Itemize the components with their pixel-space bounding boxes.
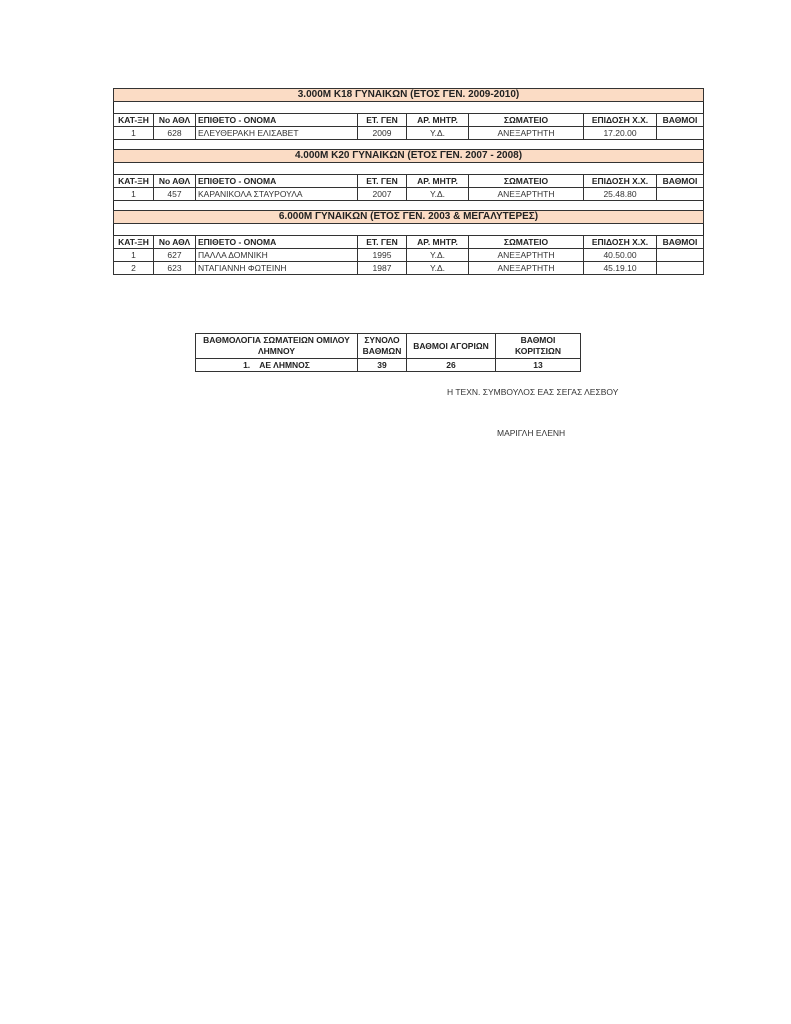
event-title: 6.000Μ ΓΥΝΑΙΚΩΝ (ΕΤΟΣ ΓΕΝ. 2003 & ΜΕΓΑΛΥ…: [113, 210, 704, 224]
athlete-cell: 2: [113, 261, 154, 275]
athlete-cell: 45.19.10: [583, 261, 657, 275]
column-header: ΑΡ. ΜΗΤΡ.: [406, 113, 469, 127]
standings-header: ΒΑΘΜΟΙ ΚΟΡΙΤΣΙΩΝ: [495, 333, 581, 359]
athlete-cell: 623: [153, 261, 196, 275]
event-title: 3.000Μ Κ18 ΓΥΝΑΙΚΩΝ (ΕΤΟΣ ΓΕΝ. 2009-2010…: [113, 88, 704, 102]
athlete-cell: [656, 187, 704, 201]
column-header: ΕΤ. ΓΕΝ: [357, 113, 407, 127]
column-header: ΚΑΤ-ΞΗ: [113, 113, 154, 127]
column-header: ΕΠΙΘΕΤΟ - ΟΝΟΜΑ: [195, 235, 358, 249]
spacer-cell: [113, 162, 704, 175]
athlete-cell: ΕΛΕΥΘΕΡΑΚΗ ΕΛΙΣΑΒΕΤ: [195, 126, 358, 140]
athlete-cell: [656, 261, 704, 275]
boys-points: 26: [406, 358, 496, 372]
athlete-cell: ΚΑΡΑΝΙΚΟΛΑ ΣΤΑΥΡΟΥΛΑ: [195, 187, 358, 201]
standings-header: ΣΥΝΟΛΟ ΒΑΘΜΩΝ: [357, 333, 407, 359]
signature-name: ΜΑΡΙΓΛΗ ΕΛΕΝΗ: [497, 428, 566, 438]
athlete-cell: [656, 126, 704, 140]
athlete-cell: 457: [153, 187, 196, 201]
athlete-cell: ΑΝΕΞΑΡΤΗΤΗ: [468, 261, 584, 275]
column-header: ΚΑΤ-ΞΗ: [113, 174, 154, 188]
spacer-cell: [113, 139, 704, 150]
athlete-cell: Υ.Δ.: [406, 126, 469, 140]
column-header: ΑΡ. ΜΗΤΡ.: [406, 174, 469, 188]
athlete-cell: [656, 248, 704, 262]
athlete-cell: ΑΝΕΞΑΡΤΗΤΗ: [468, 248, 584, 262]
column-header: Νο ΑΘΛ: [153, 235, 196, 249]
athlete-cell: 1: [113, 248, 154, 262]
column-header: ΑΡ. ΜΗΤΡ.: [406, 235, 469, 249]
athlete-cell: 1987: [357, 261, 407, 275]
event-title-row: 4.000Μ Κ20 ΓΥΝΑΙΚΩΝ (ΕΤΟΣ ΓΕΝ. 2007 - 20…: [113, 149, 704, 163]
column-header-row: ΚΑΤ-ΞΗ Νο ΑΘΛ ΕΠΙΘΕΤΟ - ΟΝΟΜΑ ΕΤ. ΓΕΝ ΑΡ. ΜΗ…: [113, 113, 704, 127]
column-header-row: ΚΑΤ-ΞΗ Νο ΑΘΛ ΕΠΙΘΕΤΟ - ΟΝΟΜΑ ΕΤ. ΓΕΝ ΑΡ. ΜΗ…: [113, 235, 704, 249]
standings-row: 1. ΑΕ ΛΗΜΝΟΣ 39 26 13: [195, 358, 581, 372]
club-name: 1. ΑΕ ΛΗΜΝΟΣ: [195, 358, 358, 372]
column-header: ΕΠΙΘΕΤΟ - ΟΝΟΜΑ: [195, 174, 358, 188]
athlete-cell: 1: [113, 126, 154, 140]
athlete-cell: ΑΝΕΞΑΡΤΗΤΗ: [468, 187, 584, 201]
spacer-row: [113, 223, 704, 236]
standings-header: ΒΑΘΜΟΙ ΑΓΟΡΙΩΝ: [406, 333, 496, 359]
event-title: 4.000Μ Κ20 ΓΥΝΑΙΚΩΝ (ΕΤΟΣ ΓΕΝ. 2007 - 20…: [113, 149, 704, 163]
athlete-cell: 1: [113, 187, 154, 201]
spacer-row: [113, 101, 704, 114]
total-points: 39: [357, 358, 407, 372]
standings-header-row: ΒΑΘΜΟΛΟΓΙΑ ΣΩΜΑΤΕΙΩΝ ΟΜΙΛΟΥ ΛΗΜΝΟΥ ΣΥΝΟΛ…: [195, 333, 581, 359]
signature-role: Η ΤΕΧΝ. ΣΥΜΒΟΥΛΟΣ ΕΑΣ ΣΕΓΑΣ ΛΕΣΒΟΥ: [447, 387, 619, 397]
column-header: ΕΠΙΘΕΤΟ - ΟΝΟΜΑ: [195, 113, 358, 127]
athlete-cell: 2009: [357, 126, 407, 140]
column-header: Νο ΑΘΛ: [153, 113, 196, 127]
girls-points: 13: [495, 358, 581, 372]
column-header: ΒΑΘΜΟΙ: [656, 113, 704, 127]
athlete-row: 1 628 ΕΛΕΥΘΕΡΑΚΗ ΕΛΙΣΑΒΕΤ 2009 Υ.Δ. ΑΝΕΞΑΡΤΗΤ…: [113, 126, 704, 140]
column-header: ΕΤ. ΓΕΝ: [357, 174, 407, 188]
athlete-row: 1 457 ΚΑΡΑΝΙΚΟΛΑ ΣΤΑΥΡΟΥΛΑ 2007 Υ.Δ. ΑΝΕΞΑΡΤΗ…: [113, 187, 704, 201]
athlete-cell: 2007: [357, 187, 407, 201]
athlete-cell: 17.20.00: [583, 126, 657, 140]
athlete-cell: 628: [153, 126, 196, 140]
event-title-row: 3.000Μ Κ18 ΓΥΝΑΙΚΩΝ (ΕΤΟΣ ΓΕΝ. 2009-2010…: [113, 88, 704, 102]
athlete-cell: 40.50.00: [583, 248, 657, 262]
athlete-cell: 25.48.80: [583, 187, 657, 201]
column-header: ΣΩΜΑΤΕΙΟ: [468, 174, 584, 188]
column-header: ΕΠΙΔΟΣΗ Χ.Χ.: [583, 174, 657, 188]
column-header: ΒΑΘΜΟΙ: [656, 235, 704, 249]
column-header: ΣΩΜΑΤΕΙΟ: [468, 235, 584, 249]
spacer-cell: [113, 223, 704, 236]
column-header-row: ΚΑΤ-ΞΗ Νο ΑΘΛ ΕΠΙΘΕΤΟ - ΟΝΟΜΑ ΕΤ. ΓΕΝ ΑΡ. ΜΗ…: [113, 174, 704, 188]
athlete-cell: Υ.Δ.: [406, 261, 469, 275]
column-header: ΕΠΙΔΟΣΗ Χ.Χ.: [583, 113, 657, 127]
club-standings-table: ΒΑΘΜΟΛΟΓΙΑ ΣΩΜΑΤΕΙΩΝ ΟΜΙΛΟΥ ΛΗΜΝΟΥ ΣΥΝΟΛ…: [195, 333, 581, 372]
column-header: Νο ΑΘΛ: [153, 174, 196, 188]
event-title-row: 6.000Μ ΓΥΝΑΙΚΩΝ (ΕΤΟΣ ΓΕΝ. 2003 & ΜΕΓΑΛΥ…: [113, 210, 704, 224]
results-table: 3.000Μ Κ18 ΓΥΝΑΙΚΩΝ (ΕΤΟΣ ΓΕΝ. 2009-2010…: [113, 88, 704, 275]
column-header: ΚΑΤ-ΞΗ: [113, 235, 154, 249]
athlete-cell: 627: [153, 248, 196, 262]
column-header: ΒΑΘΜΟΙ: [656, 174, 704, 188]
athlete-cell: ΑΝΕΞΑΡΤΗΤΗ: [468, 126, 584, 140]
spacer-row: [113, 139, 704, 150]
athlete-cell: ΠΑΛΛΑ ΔΟΜΝΙΚΗ: [195, 248, 358, 262]
athlete-row: 1 627 ΠΑΛΛΑ ΔΟΜΝΙΚΗ 1995 Υ.Δ. ΑΝΕΞΑΡΤΗΤΗ 40.50…: [113, 248, 704, 262]
athlete-cell: Υ.Δ.: [406, 248, 469, 262]
column-header: ΕΤ. ΓΕΝ: [357, 235, 407, 249]
spacer-cell: [113, 200, 704, 211]
athlete-cell: 1995: [357, 248, 407, 262]
athlete-cell: ΝΤΑΓΙΑΝΝΗ ΦΩΤΕΙΝΗ: [195, 261, 358, 275]
standings-header: ΒΑΘΜΟΛΟΓΙΑ ΣΩΜΑΤΕΙΩΝ ΟΜΙΛΟΥ ΛΗΜΝΟΥ: [195, 333, 358, 359]
column-header: ΕΠΙΔΟΣΗ Χ.Χ.: [583, 235, 657, 249]
spacer-cell: [113, 101, 704, 114]
athlete-cell: Υ.Δ.: [406, 187, 469, 201]
spacer-row: [113, 162, 704, 175]
spacer-row: [113, 200, 704, 211]
athlete-row: 2 623 ΝΤΑΓΙΑΝΝΗ ΦΩΤΕΙΝΗ 1987 Υ.Δ. ΑΝΕΞΑΡΤΗΤΗ 4…: [113, 261, 704, 275]
column-header: ΣΩΜΑΤΕΙΟ: [468, 113, 584, 127]
